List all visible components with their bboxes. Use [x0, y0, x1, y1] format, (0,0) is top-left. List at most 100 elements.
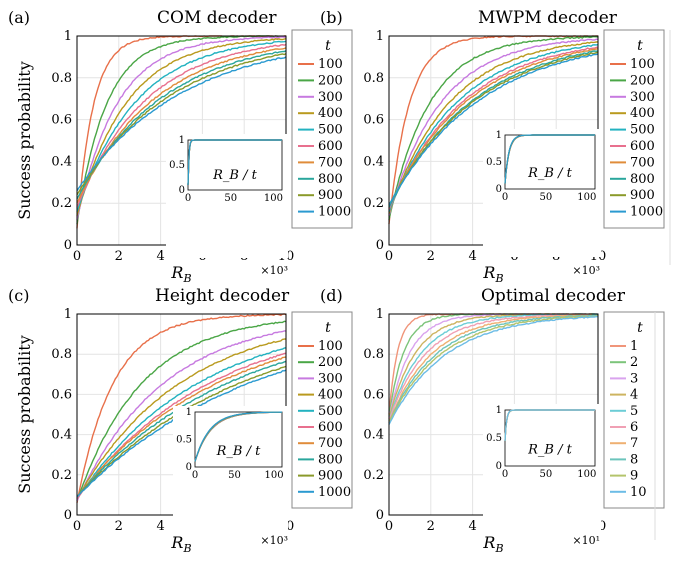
- y-tick-label: 0.4: [363, 154, 384, 169]
- x-tick-label: 2: [115, 519, 123, 534]
- inset-x-tick: 0: [502, 192, 508, 203]
- y-tick-label: 0: [64, 238, 72, 253]
- x-axis-label-sub: B: [494, 542, 503, 555]
- y-tick-label: 0.2: [363, 196, 384, 211]
- inset-x-tick: 50: [224, 193, 237, 204]
- inset-y-tick: 0: [186, 462, 192, 473]
- series-line-10: [388, 315, 599, 425]
- inset-y-tick: 0.5: [486, 433, 502, 444]
- inset-background: [483, 129, 601, 257]
- inset-y-tick: 1: [186, 407, 192, 418]
- y-tick-label: 0.8: [51, 347, 72, 362]
- legend-label: 100: [630, 57, 655, 72]
- legend-title: t: [637, 320, 643, 336]
- panel-c: (c)Height decoder024681000.20.40.60.81×1…: [8, 286, 353, 555]
- legend-label: 100: [318, 57, 343, 72]
- y-axis-label: Success probability: [15, 335, 34, 494]
- x-tick-label: 0: [385, 249, 393, 264]
- inset-plot: 0 0.5 1 0 50 100 R_B / t: [483, 129, 601, 257]
- series-line-200: [388, 36, 599, 221]
- legend-label: 4: [630, 388, 638, 403]
- panel-b: (b)MWPM decoder024681000.20.40.60.81×10³…: [320, 8, 665, 285]
- inset-y-tick: 1: [179, 135, 185, 146]
- legend-label: 1000: [630, 205, 663, 220]
- legend-label: 1000: [318, 485, 351, 500]
- inset-x-label: R_B / t: [527, 443, 572, 458]
- panel-tag: (b): [320, 8, 343, 27]
- legend-label: 2: [630, 355, 638, 370]
- x-tick-label: 2: [427, 249, 435, 264]
- x-multiplier: ×10³: [260, 534, 288, 547]
- inset-frame: [194, 411, 283, 468]
- legend-label: 900: [630, 188, 655, 203]
- y-tick-label: 0.2: [51, 196, 72, 211]
- series-line-9: [388, 315, 599, 423]
- legend-label: 500: [318, 404, 343, 419]
- series-line-700: [76, 47, 287, 204]
- y-tick-label: 0.8: [363, 71, 384, 86]
- y-tick-label: 1: [376, 307, 384, 322]
- inset-background: [173, 406, 288, 535]
- series-line-900: [388, 51, 599, 206]
- x-axis-label: RB: [482, 263, 503, 285]
- chart-title: Height decoder: [155, 286, 290, 306]
- x-tick-label: 0: [73, 249, 81, 264]
- y-tick-label: 1: [376, 29, 384, 44]
- inset-plot: 0 0.5 1 0 50 100 R_B / t: [173, 406, 288, 535]
- panel-tag: (c): [8, 286, 29, 305]
- y-tick-label: 0.2: [363, 468, 384, 483]
- legend-label: 7: [630, 436, 638, 451]
- legend-label: 200: [318, 355, 343, 370]
- inset-x-label: R_B / t: [212, 168, 257, 183]
- legend-label: 400: [318, 106, 343, 121]
- legend-label: 5: [630, 404, 638, 419]
- chart-title: COM decoder: [157, 8, 277, 28]
- inset-plot: 0 0.5 1 0 50 100 R_B / t: [483, 404, 601, 534]
- inset-series-line: [187, 139, 282, 186]
- inset-x-label: R_B / t: [216, 444, 261, 459]
- legend-label: 1: [630, 339, 638, 354]
- inset-x-tick: 100: [577, 469, 596, 480]
- series-line-700: [76, 356, 287, 498]
- legend-label: 500: [630, 123, 655, 138]
- legend-label: 300: [318, 90, 343, 105]
- y-tick-label: 0.4: [363, 428, 384, 443]
- y-tick-label: 1: [64, 29, 72, 44]
- inset-x-tick: 100: [577, 192, 596, 203]
- legend-label: 800: [318, 172, 343, 187]
- legend-label: 100: [318, 339, 343, 354]
- x-axis-label: RB: [170, 533, 191, 555]
- panel-a: (a)COM decoder024681000.20.40.60.81×10³R…: [8, 8, 353, 285]
- inset-y-tick: 0.5: [176, 435, 192, 446]
- y-tick-label: 0.6: [363, 113, 384, 128]
- x-tick-label: 4: [468, 519, 476, 534]
- legend-label: 400: [318, 388, 343, 403]
- inset-plot: 0 0.5 1 0 50 100 R_B / t: [166, 134, 288, 258]
- inset-x-label: R_B / t: [527, 166, 572, 181]
- inset-x-tick: 100: [265, 470, 284, 481]
- series-line-6: [388, 313, 599, 421]
- x-tick-label: 2: [115, 249, 123, 264]
- legend-label: 700: [318, 155, 343, 170]
- inset-y-tick: 0.5: [169, 160, 185, 171]
- panel-tag: (a): [8, 8, 30, 27]
- series-line-500: [76, 347, 287, 500]
- legend-label: 300: [630, 90, 655, 105]
- legend-label: 200: [318, 73, 343, 88]
- series-line-300: [388, 38, 599, 216]
- series-line-400: [76, 38, 287, 216]
- series-line-500: [76, 40, 287, 212]
- y-tick-label: 0: [376, 508, 384, 523]
- series-line-300: [76, 330, 287, 502]
- series-line-200: [76, 320, 287, 502]
- x-multiplier: ×10¹: [572, 534, 600, 547]
- y-tick-label: 0.4: [51, 154, 72, 169]
- inset-x-tick: 50: [540, 192, 553, 203]
- y-tick-label: 1: [64, 307, 72, 322]
- inset-y-tick: 1: [496, 405, 502, 416]
- y-tick-label: 0.6: [51, 113, 72, 128]
- legend-label: 600: [630, 139, 655, 154]
- y-tick-label: 0.6: [363, 387, 384, 402]
- x-axis-label-main: R: [482, 533, 495, 552]
- legend-label: 400: [630, 106, 655, 121]
